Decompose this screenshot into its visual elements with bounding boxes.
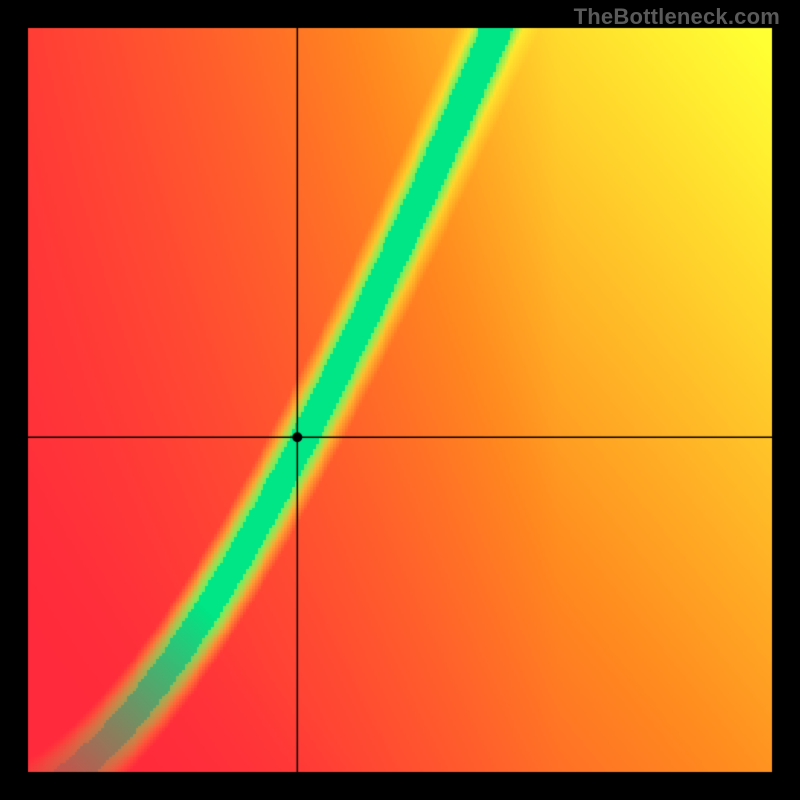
- heatmap-canvas: [0, 0, 800, 800]
- bottleneck-heatmap: TheBottleneck.com: [0, 0, 800, 800]
- attribution-label: TheBottleneck.com: [574, 4, 780, 30]
